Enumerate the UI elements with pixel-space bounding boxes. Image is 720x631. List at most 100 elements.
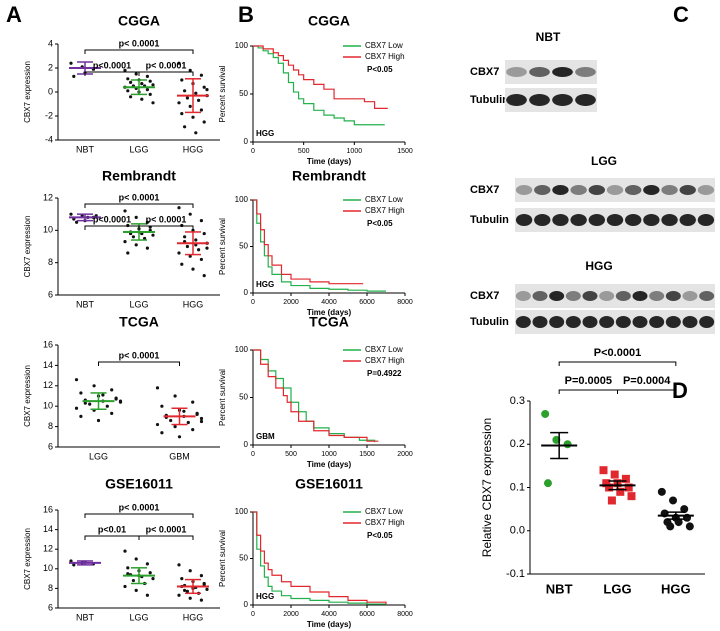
- dot: [199, 73, 203, 77]
- x-tick-label: 0: [251, 148, 255, 155]
- blot-band: [599, 291, 615, 301]
- blot-band: [643, 214, 660, 226]
- dot: [145, 220, 149, 224]
- p-value: p< 0.0001: [146, 60, 187, 70]
- dot: [205, 587, 209, 591]
- dot: [183, 588, 187, 592]
- y-tick-label: 2: [48, 62, 53, 72]
- bracket: [84, 535, 140, 540]
- p-value: P=0.4922: [367, 369, 402, 378]
- y-tick-label: 0.0: [510, 525, 525, 537]
- y-tick-label: 12: [43, 544, 53, 554]
- dot: [131, 235, 135, 239]
- y-tick-label: 12: [43, 192, 53, 202]
- dot: [552, 435, 561, 444]
- dot: [126, 251, 130, 255]
- y-tick-label: -0.1: [506, 568, 525, 580]
- y-axis-label: CBX7 expression: [23, 61, 32, 123]
- p-value: P<0.0001: [594, 347, 641, 359]
- y-tick-label: 0.1: [510, 481, 525, 493]
- x-tick-label: LGG: [129, 299, 148, 309]
- dot: [188, 68, 192, 72]
- x-tick-label: 1000: [347, 148, 363, 155]
- dot: [72, 563, 76, 567]
- dot: [674, 518, 683, 527]
- blot-band: [575, 94, 596, 106]
- blot-band: [588, 214, 605, 226]
- x-axis-label: Time (days): [307, 157, 352, 166]
- y-tick-label: 0.2: [510, 438, 525, 450]
- dot: [185, 589, 189, 593]
- bracket: [84, 513, 194, 518]
- dot: [173, 425, 177, 429]
- dot: [183, 125, 187, 129]
- blot-band: [699, 316, 715, 328]
- group-label: HGG: [256, 129, 274, 138]
- blot-band: [549, 316, 565, 328]
- p-value: P<0.05: [367, 219, 393, 228]
- x-tick-label: LGG: [129, 612, 148, 622]
- dot: [666, 522, 675, 531]
- dot: [110, 411, 114, 415]
- blot-band: [565, 316, 581, 328]
- x-tick-label: HGG: [183, 299, 204, 309]
- dot: [134, 588, 138, 592]
- legend-label: CBX7 Low: [365, 195, 403, 204]
- bracket: [84, 49, 194, 54]
- blot-band: [532, 316, 548, 328]
- dot: [123, 549, 127, 553]
- x-tick-label: 1000: [321, 451, 337, 458]
- p-value: P<0.05: [367, 65, 393, 74]
- dot: [129, 95, 133, 99]
- dot: [543, 479, 552, 488]
- x-tick-label: 2000: [397, 451, 413, 458]
- dot: [202, 274, 206, 278]
- dot: [183, 235, 187, 239]
- blot-band: [515, 291, 531, 301]
- p-value: p<0.0001: [93, 60, 131, 70]
- dot: [180, 78, 184, 82]
- blot-background: [515, 310, 715, 334]
- x-tick-label: NBT: [76, 299, 95, 309]
- dot: [151, 577, 155, 581]
- blot-band: [588, 185, 605, 195]
- survival-curve: [253, 199, 386, 292]
- dot: [191, 428, 195, 432]
- dot: [202, 582, 206, 587]
- y-tick-label: 50: [239, 89, 248, 98]
- dot: [197, 98, 201, 102]
- dot: [199, 419, 204, 424]
- blot-band: [534, 214, 551, 226]
- dot: [110, 388, 114, 392]
- survival-curve: [253, 511, 386, 605]
- y-tick-label: 100: [235, 507, 249, 516]
- dot: [183, 89, 187, 93]
- dot: [134, 243, 138, 247]
- y-tick-label: 6: [48, 289, 53, 299]
- blot-band: [582, 291, 598, 301]
- dot: [205, 88, 209, 92]
- blot-band: [682, 291, 698, 301]
- y-tick-label: 14: [43, 360, 53, 370]
- blot-band: [697, 214, 715, 226]
- dot: [188, 254, 192, 258]
- bracket: [138, 71, 194, 76]
- dot: [88, 402, 92, 406]
- y-tick-label: 0: [48, 86, 53, 96]
- y-tick-label: 0: [244, 288, 249, 297]
- x-tick-label: 1500: [397, 148, 413, 155]
- chart-title: TCGA: [309, 314, 349, 330]
- blot-band: [649, 291, 665, 301]
- dot: [69, 559, 73, 563]
- chart-title: CGGA: [308, 13, 350, 29]
- chart-title: GSE16011: [105, 476, 173, 492]
- x-tick-label: 500: [285, 451, 297, 458]
- blot-band: [575, 67, 596, 77]
- dot: [126, 566, 130, 570]
- dot: [145, 74, 149, 78]
- dot: [194, 91, 198, 95]
- dot: [657, 487, 666, 496]
- bracket: [98, 361, 180, 366]
- blot-band: [515, 316, 531, 328]
- dot: [624, 483, 633, 492]
